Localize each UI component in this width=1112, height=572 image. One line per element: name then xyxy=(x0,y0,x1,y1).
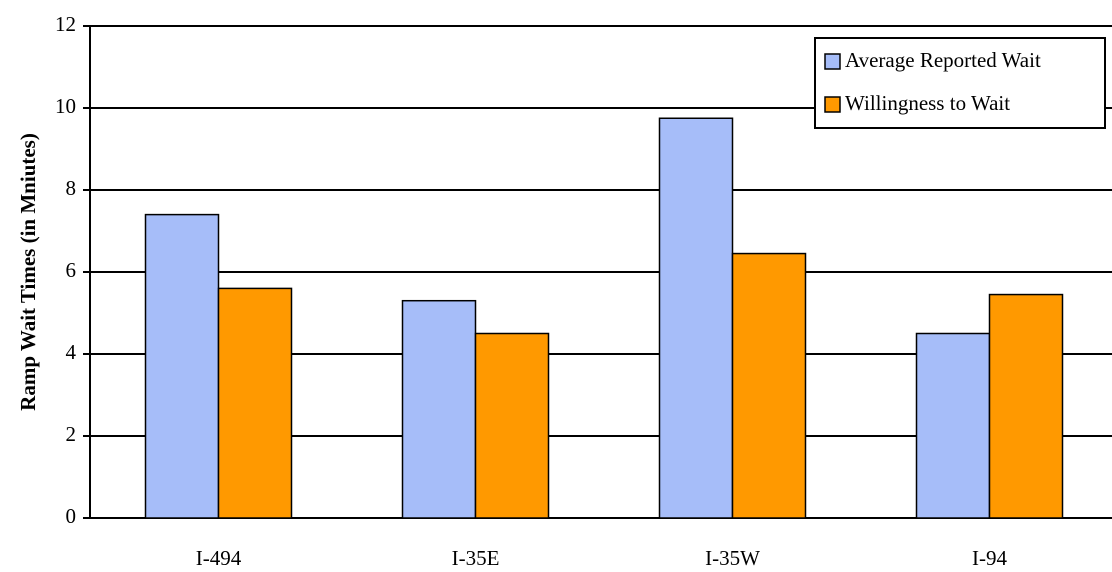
legend-label: Willingness to Wait xyxy=(845,91,1010,115)
legend-label: Average Reported Wait xyxy=(845,48,1041,72)
x-tick-label: I-35W xyxy=(705,546,760,570)
x-tick-label: I-494 xyxy=(196,546,242,570)
x-tick-label: I-35E xyxy=(452,546,500,570)
y-tick-label: 4 xyxy=(66,340,77,364)
legend-box xyxy=(814,37,1106,129)
bar xyxy=(658,117,734,519)
bar xyxy=(474,332,550,519)
bar xyxy=(915,332,991,519)
legend-swatch xyxy=(824,96,841,113)
legend-swatch xyxy=(824,53,841,70)
bar xyxy=(144,213,220,519)
y-axis-title: Ramp Wait Times (in Mniutes) xyxy=(16,133,40,411)
bar xyxy=(988,293,1064,519)
y-tick-label: 12 xyxy=(55,12,76,36)
y-tick-label: 2 xyxy=(66,422,77,446)
y-tick-label: 0 xyxy=(66,504,77,528)
bar xyxy=(401,299,477,519)
bar xyxy=(731,252,807,519)
y-tick-label: 10 xyxy=(55,94,76,118)
y-tick-label: 6 xyxy=(66,258,77,282)
bar xyxy=(217,287,293,519)
x-tick-label: I-94 xyxy=(972,546,1007,570)
y-tick-label: 8 xyxy=(66,176,77,200)
